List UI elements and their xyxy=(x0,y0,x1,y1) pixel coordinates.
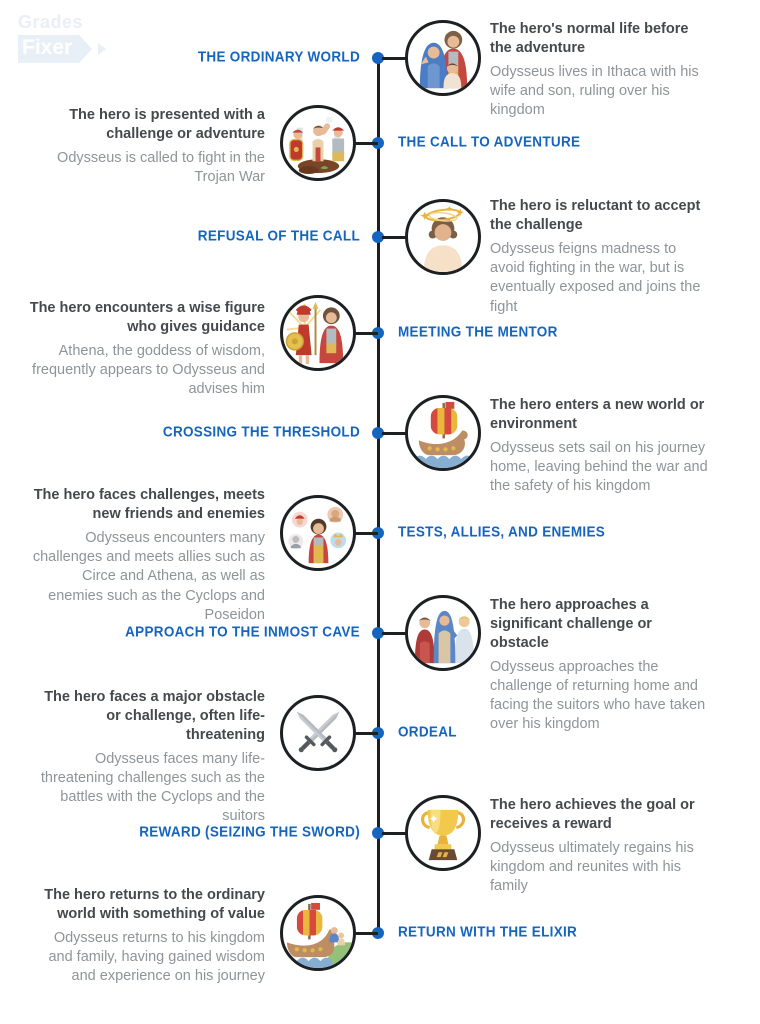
stage-description: Odysseus encounters many challenges and … xyxy=(32,529,265,623)
ship-icon-art xyxy=(413,401,474,468)
stage-label: RETURN WITH THE ELIXIR xyxy=(398,923,578,940)
trophy-icon-art xyxy=(420,809,466,861)
stage-title: The hero enters a new world or environme… xyxy=(490,397,705,432)
timeline-dot xyxy=(372,827,384,839)
stage-text: The hero faces challenges, meets new fri… xyxy=(28,486,265,625)
family-icon-art xyxy=(419,30,468,89)
warriors-icon-art xyxy=(289,116,345,175)
timeline-dot xyxy=(372,231,384,243)
athena-mentor-icon-art xyxy=(285,301,344,365)
stage-description: Odysseus faces many life-threatening cha… xyxy=(40,750,265,825)
stage-description: Odysseus approaches the challenge of ret… xyxy=(490,658,706,733)
connector-line xyxy=(382,431,407,435)
connector-line xyxy=(382,235,407,239)
connector-line xyxy=(353,931,378,935)
timeline-dot xyxy=(372,927,384,939)
timeline-line xyxy=(376,58,380,933)
trophy-icon xyxy=(405,795,481,871)
stage-label: MEETING THE MENTOR xyxy=(398,323,558,340)
suitors-icon-art xyxy=(414,610,475,664)
allies-enemies-icon xyxy=(280,495,356,571)
connector-line xyxy=(353,731,378,735)
stage-text: The hero achieves the goal or receives a… xyxy=(490,796,714,897)
connector-line xyxy=(353,531,378,535)
connector-line xyxy=(382,831,407,835)
stage-title: The hero achieves the goal or receives a… xyxy=(490,797,695,832)
stage-label: REWARD (SEIZING THE SWORD) xyxy=(139,823,360,840)
timeline-dot xyxy=(372,52,384,64)
connector-line xyxy=(382,631,407,635)
stage-text: The hero faces a major obstacle or chall… xyxy=(28,688,265,827)
stage-text: The hero's normal life before the advent… xyxy=(490,20,714,121)
crossed-swords-icon-art xyxy=(296,711,340,753)
stage-description: Odysseus lives in Ithaca with his wife a… xyxy=(490,63,699,119)
suitors-icon xyxy=(405,595,481,671)
stage-title: The hero returns to the ordinary world w… xyxy=(44,887,265,922)
stage-text: The hero approaches a significant challe… xyxy=(490,596,714,735)
stage-title: The hero faces challenges, meets new fri… xyxy=(33,487,265,522)
logo-pencil-badge: Fixer xyxy=(18,35,107,63)
allies-enemies-icon-art xyxy=(288,506,347,564)
stage-title: The hero is reluctant to accept the chal… xyxy=(490,198,701,233)
stage-description: Odysseus returns to his kingdom and fami… xyxy=(48,929,265,985)
logo-text-fixer: Fixer xyxy=(18,35,81,63)
pencil-tip-icon xyxy=(80,36,93,62)
gradesfixer-logo: Grades Fixer xyxy=(18,12,107,63)
timeline-dot xyxy=(372,527,384,539)
stage-description: Odysseus ultimately regains his kingdom … xyxy=(490,839,694,895)
stage-label: ORDEAL xyxy=(398,723,457,740)
stage-description: Odysseus is called to fight in the Troja… xyxy=(57,149,265,185)
stage-text: The hero returns to the ordinary world w… xyxy=(28,886,265,987)
stage-description: Athena, the goddess of wisdom, frequentl… xyxy=(32,342,265,398)
stage-title: The hero approaches a significant challe… xyxy=(490,597,652,651)
ship-return-icon-art xyxy=(284,902,353,968)
pencil-mini-tip-icon xyxy=(98,43,107,55)
stage-label: THE CALL TO ADVENTURE xyxy=(398,133,581,150)
connector-line xyxy=(353,141,378,145)
stage-text: The hero enters a new world or environme… xyxy=(490,396,714,497)
timeline-dot xyxy=(372,627,384,639)
connector-line xyxy=(382,56,407,60)
timeline-dot xyxy=(372,727,384,739)
dizzy-person-icon-art xyxy=(419,205,465,272)
timeline-dot xyxy=(372,327,384,339)
stage-label: REFUSAL OF THE CALL xyxy=(197,227,360,244)
family-icon xyxy=(405,20,481,96)
crossed-swords-icon xyxy=(280,695,356,771)
connector-line xyxy=(353,331,378,335)
stage-title: The hero encounters a wise figure who gi… xyxy=(29,300,265,335)
stage-label: APPROACH TO THE INMOST CAVE xyxy=(125,623,360,640)
logo-text-grades: Grades xyxy=(18,12,84,32)
stage-title: The hero's normal life before the advent… xyxy=(490,21,689,56)
ship-icon xyxy=(405,395,481,471)
stage-text: The hero is reluctant to accept the chal… xyxy=(490,197,714,317)
stage-label: TESTS, ALLIES, AND ENEMIES xyxy=(398,523,606,540)
stage-label: CROSSING THE THRESHOLD xyxy=(162,423,360,440)
stage-text: The hero encounters a wise figure who gi… xyxy=(28,299,265,400)
stage-text: The hero is presented with a challenge o… xyxy=(28,106,265,187)
athena-mentor-icon xyxy=(280,295,356,371)
stage-description: Odysseus feigns madness to avoid fightin… xyxy=(490,240,701,315)
timeline-dot xyxy=(372,137,384,149)
warriors-icon xyxy=(280,105,356,181)
stage-title: The hero is presented with a challenge o… xyxy=(69,107,265,142)
stage-label: THE ORDINARY WORLD xyxy=(197,48,360,65)
stage-description: Odysseus sets sail on his journey home, … xyxy=(490,439,708,495)
timeline-dot xyxy=(372,427,384,439)
dizzy-person-icon xyxy=(405,199,481,275)
stage-title: The hero faces a major obstacle or chall… xyxy=(44,689,265,743)
ship-return-icon xyxy=(280,895,356,971)
